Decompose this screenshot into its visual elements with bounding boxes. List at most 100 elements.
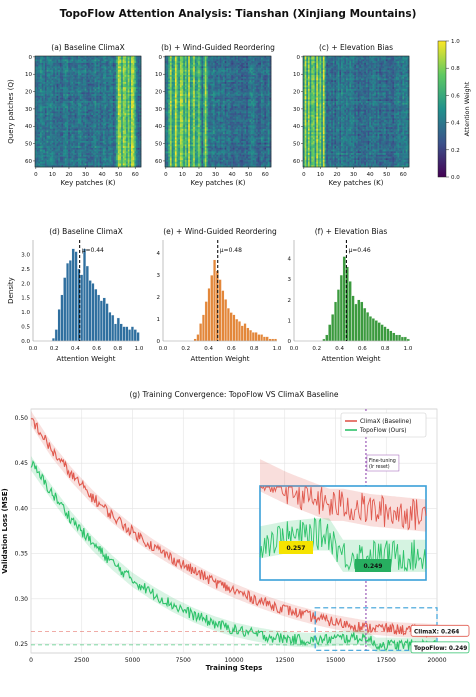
heatmap-cell bbox=[63, 144, 66, 147]
heatmap-cell bbox=[117, 78, 120, 81]
heatmap-cell bbox=[35, 85, 37, 88]
heatmap-cell bbox=[41, 71, 44, 74]
heatmap-cell bbox=[104, 90, 107, 93]
heatmap-cell bbox=[89, 160, 92, 163]
heatmap-cell bbox=[106, 125, 109, 128]
heatmap-cell bbox=[131, 135, 134, 138]
heatmap-cell bbox=[41, 62, 44, 65]
heatmap-cell bbox=[104, 108, 107, 111]
heatmap-cell bbox=[231, 59, 234, 62]
heatmap-cell bbox=[122, 158, 125, 161]
heatmap-cell bbox=[73, 114, 76, 117]
heatmap-cell bbox=[232, 59, 235, 62]
heatmap-cell bbox=[59, 71, 62, 74]
heatmap-cell bbox=[124, 156, 127, 159]
heatmap-cell bbox=[86, 114, 89, 117]
heatmap-cell bbox=[114, 85, 117, 88]
heatmap-cell bbox=[231, 64, 234, 67]
heatmap-cell bbox=[38, 61, 41, 64]
heatmap-cell bbox=[92, 66, 95, 69]
heatmap-cell bbox=[94, 62, 97, 65]
heatmap-cell bbox=[38, 73, 41, 76]
heatmap-cell bbox=[76, 111, 79, 114]
heatmap-cell bbox=[111, 130, 114, 133]
heatmap-cell bbox=[66, 149, 69, 152]
heatmap-cell bbox=[239, 73, 242, 76]
heatmap-cell bbox=[107, 106, 110, 109]
heatmap-cell bbox=[242, 56, 245, 59]
heatmap-cell bbox=[46, 85, 49, 88]
heatmap-cell bbox=[109, 94, 112, 97]
heatmap-cell bbox=[68, 130, 71, 133]
heatmap-cell bbox=[134, 146, 137, 149]
heatmap-cell bbox=[92, 146, 95, 149]
heatmap-cell bbox=[53, 139, 56, 142]
heatmap-cell bbox=[71, 59, 74, 62]
heatmap-cell bbox=[242, 71, 245, 74]
heatmap-cell bbox=[102, 165, 105, 168]
heatmap-cell bbox=[126, 82, 129, 85]
heatmap-cell bbox=[53, 144, 56, 147]
heatmap-cell bbox=[44, 68, 47, 71]
heatmap-cell bbox=[66, 109, 69, 112]
heatmap-cell bbox=[58, 147, 61, 150]
heatmap-cell bbox=[54, 95, 57, 98]
heatmap-cell bbox=[74, 56, 77, 59]
heatmap-cell bbox=[122, 123, 125, 126]
heatmap-cell bbox=[58, 161, 61, 164]
heatmap-cell bbox=[53, 57, 56, 60]
heatmap-cell bbox=[136, 130, 138, 133]
heatmap-cell bbox=[41, 163, 44, 166]
heatmap-cell bbox=[51, 104, 54, 107]
heatmap-cell bbox=[186, 71, 189, 74]
heatmap-cell bbox=[124, 104, 127, 107]
heatmap-cell bbox=[73, 137, 76, 140]
heatmap-cell bbox=[114, 114, 117, 117]
heatmap-cell bbox=[43, 127, 46, 130]
heatmap-cell bbox=[88, 156, 90, 159]
heatmap-cell bbox=[61, 153, 64, 156]
heatmap-cell bbox=[116, 144, 119, 147]
heatmap-cell bbox=[134, 121, 137, 124]
heatmap-cell bbox=[38, 90, 41, 93]
heatmap-cell bbox=[99, 118, 102, 121]
heatmap-cell bbox=[139, 139, 142, 142]
heatmap-cell bbox=[124, 108, 127, 111]
heatmap-cell bbox=[104, 57, 107, 60]
heatmap-cell bbox=[196, 75, 199, 78]
heatmap-cell bbox=[216, 62, 219, 65]
heatmap-cell bbox=[107, 73, 110, 76]
heatmap-cell bbox=[46, 109, 49, 112]
heatmap-cell bbox=[53, 153, 56, 156]
heatmap-cell bbox=[88, 87, 90, 90]
heatmap-cell bbox=[262, 64, 265, 67]
heatmap-cell bbox=[117, 104, 120, 107]
heatmap-cell bbox=[39, 69, 42, 72]
heatmap-cell bbox=[116, 95, 119, 98]
heatmap-cell bbox=[106, 130, 109, 133]
heatmap-cell bbox=[94, 151, 97, 154]
heatmap-cell bbox=[184, 75, 187, 78]
heatmap-cell bbox=[99, 80, 102, 83]
heatmap-cell bbox=[129, 146, 132, 149]
heatmap-cell bbox=[176, 68, 179, 71]
heatmap-cell bbox=[48, 130, 51, 133]
heatmap-cell bbox=[119, 104, 122, 107]
heatmap-cell bbox=[184, 69, 187, 72]
heatmap-cell bbox=[136, 113, 138, 116]
heatmap-cell bbox=[117, 113, 120, 116]
heatmap-cell bbox=[96, 99, 99, 102]
heatmap-cell bbox=[214, 59, 217, 62]
heatmap-cell bbox=[239, 61, 242, 64]
heatmap-cell bbox=[71, 66, 74, 69]
heatmap-cell bbox=[134, 73, 137, 76]
heatmap-cell bbox=[68, 165, 71, 168]
heatmap-cell bbox=[54, 147, 57, 150]
heatmap-cell bbox=[44, 154, 47, 157]
heatmap-cell bbox=[168, 66, 171, 69]
heatmap-cell bbox=[198, 78, 201, 81]
heatmap-cell bbox=[71, 127, 74, 130]
heatmap-cell bbox=[43, 146, 46, 149]
heatmap-cell bbox=[219, 61, 222, 64]
heatmap-cell bbox=[257, 61, 260, 64]
